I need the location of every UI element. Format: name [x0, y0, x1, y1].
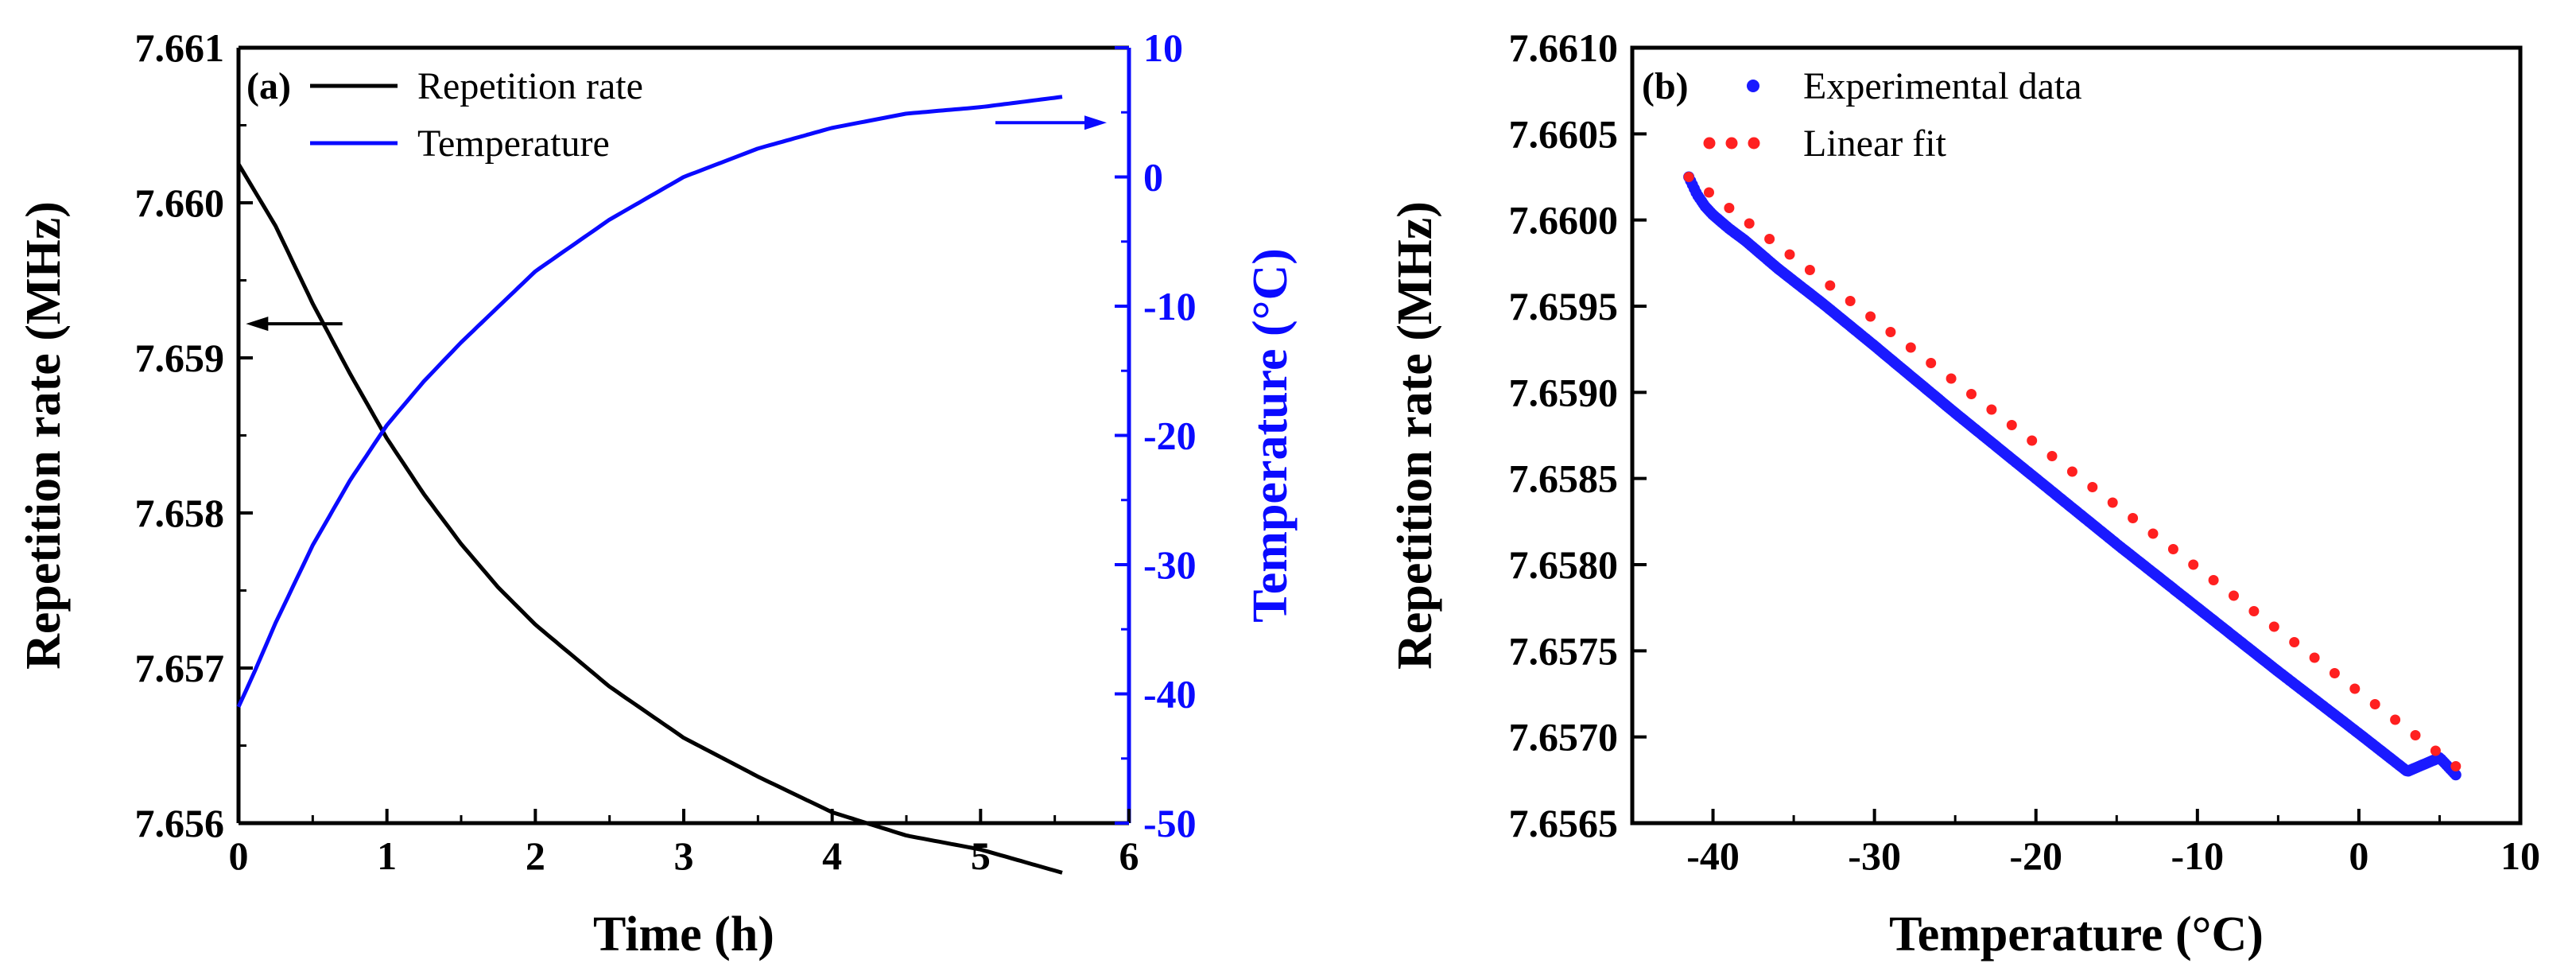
legend-label: Temperature [417, 122, 610, 165]
linear-fit-point [1704, 187, 1714, 198]
linear-fit-point [2430, 745, 2441, 756]
linear-fit-point [2087, 482, 2098, 492]
x-tick-label: -30 [1848, 833, 1901, 878]
y-tick-label: 7.6595 [1509, 284, 1619, 328]
y2-axis-label: Temperature (°C) [1243, 248, 1298, 623]
x-tick-label: -40 [1686, 833, 1740, 878]
linear-fit-point [2289, 637, 2300, 647]
x-tick-label: 1 [377, 833, 397, 878]
y-tick-label: 7.658 [135, 491, 225, 535]
linear-fit-point [2390, 714, 2401, 725]
linear-fit-point [2107, 497, 2118, 508]
legend-marker-fit [1703, 137, 1716, 150]
x-tick-label: -20 [2009, 833, 2062, 878]
y-tick-label: 7.6610 [1509, 25, 1619, 70]
linear-fit-point [1966, 389, 1977, 399]
linear-fit-point [1845, 296, 1856, 306]
y-tick-label: 7.6575 [1509, 628, 1619, 673]
linear-fit-point [2128, 513, 2139, 523]
linear-fit-point [2329, 668, 2340, 678]
linear-fit-point [2410, 730, 2421, 740]
linear-fit-point [1804, 265, 1815, 275]
legend-marker-fit [1725, 137, 1738, 150]
y-axis-label: Repetition rate (MHz) [1388, 201, 1442, 670]
x-tick-label: 4 [822, 833, 842, 878]
y-tick-label: 7.660 [135, 181, 225, 225]
linear-fit-point [2027, 435, 2038, 446]
linear-fit-point [2349, 683, 2361, 694]
linear-fit-point [1905, 342, 1916, 353]
linear-fit-point [2208, 575, 2219, 585]
y-tick-label: 7.657 [135, 646, 225, 690]
y-tick-label: 7.656 [135, 801, 225, 845]
x-tick-label: 5 [971, 833, 991, 878]
y-tick-label: 7.6605 [1509, 111, 1619, 156]
linear-fit-point [1865, 311, 1876, 322]
y2-tick-label: -30 [1143, 542, 1197, 587]
plot-frame [1630, 45, 2523, 826]
y-tick-label: 7.6600 [1509, 198, 1619, 243]
linear-fit-point [1926, 358, 1937, 368]
linear-fit-point [2309, 652, 2320, 663]
x-tick-label: 10 [2500, 833, 2540, 878]
panel-b: -40 -30 -20 -10 0 10 7.6565 7.6570 7.6575 7.6580 7… [1388, 25, 2540, 962]
y-axis-label: Repetition rate (MHz) [17, 201, 71, 670]
repetition-rate-line [236, 163, 1063, 875]
y2-tick-label: -40 [1143, 672, 1197, 717]
legend-label: Experimental data [1803, 65, 2082, 107]
y2-tick-label: 10 [1143, 25, 1183, 70]
panel-label: (b) [1642, 65, 1689, 107]
y-tick-label: 7.6590 [1509, 370, 1619, 414]
legend-marker-fit [1748, 137, 1760, 150]
linear-fit-point [2147, 528, 2159, 539]
linear-fit-point [1885, 327, 1896, 337]
arrow-left-head [246, 317, 269, 332]
x-tick-label: 6 [1119, 833, 1139, 878]
x-tick-label: 0 [2349, 833, 2368, 878]
linear-fit-point [1784, 249, 1795, 260]
y-tick-label: 7.661 [135, 25, 225, 70]
linear-fit-point [2450, 761, 2462, 771]
x-tick-label: 0 [229, 833, 249, 878]
y-tick-label: 7.6585 [1509, 456, 1619, 501]
linear-fit-point [2229, 590, 2239, 601]
linear-fit-point [1946, 373, 1957, 384]
linear-fit-point [1744, 218, 1755, 229]
y2-tick-label: -50 [1143, 801, 1197, 845]
y-tick-label: 7.6570 [1509, 715, 1619, 760]
panel-label: (a) [246, 65, 291, 107]
x-axis-label: Time (h) [593, 907, 774, 962]
legend-label: Repetition rate [417, 65, 643, 107]
legend-label: Linear fit [1803, 122, 1947, 165]
y-tick-label: 7.6565 [1509, 801, 1619, 845]
x-axis-label: Temperature (°C) [1889, 907, 2264, 962]
x-tick-label: -10 [2171, 833, 2224, 878]
linear-fit-point [2046, 451, 2058, 461]
linear-fit-point [2188, 559, 2199, 570]
linear-fit-point [2167, 544, 2178, 554]
temperature-line [236, 95, 1063, 708]
linear-fit-point [1724, 203, 1735, 213]
x-tick-label: 3 [674, 833, 694, 878]
linear-fit-point [1986, 404, 1997, 415]
y-tick-label: 7.659 [135, 336, 225, 380]
linear-fit-point [1764, 234, 1775, 244]
linear-fit-point [2066, 466, 2077, 477]
linear-fit-point [2369, 699, 2380, 709]
y2-tick-label: -20 [1143, 414, 1197, 458]
linear-fit-point [1825, 280, 1836, 291]
linear-fit-point [1683, 172, 1694, 182]
arrow-right-head [1084, 115, 1107, 130]
linear-fit-point [2006, 420, 2017, 430]
legend-marker-experimental [1747, 80, 1759, 92]
linear-fit-point [2268, 621, 2279, 632]
y2-tick-label: -10 [1143, 284, 1197, 328]
y-tick-label: 7.6580 [1509, 542, 1619, 587]
y2-tick-label: 0 [1143, 155, 1163, 200]
panel-a: 0 1 2 3 4 5 6 7.656 7.657 7.658 7.659 7.660 7.661 -50… [17, 25, 1298, 962]
experimental-data-point [2450, 769, 2462, 781]
linear-fit-point [2248, 606, 2260, 616]
x-tick-label: 2 [526, 833, 545, 878]
